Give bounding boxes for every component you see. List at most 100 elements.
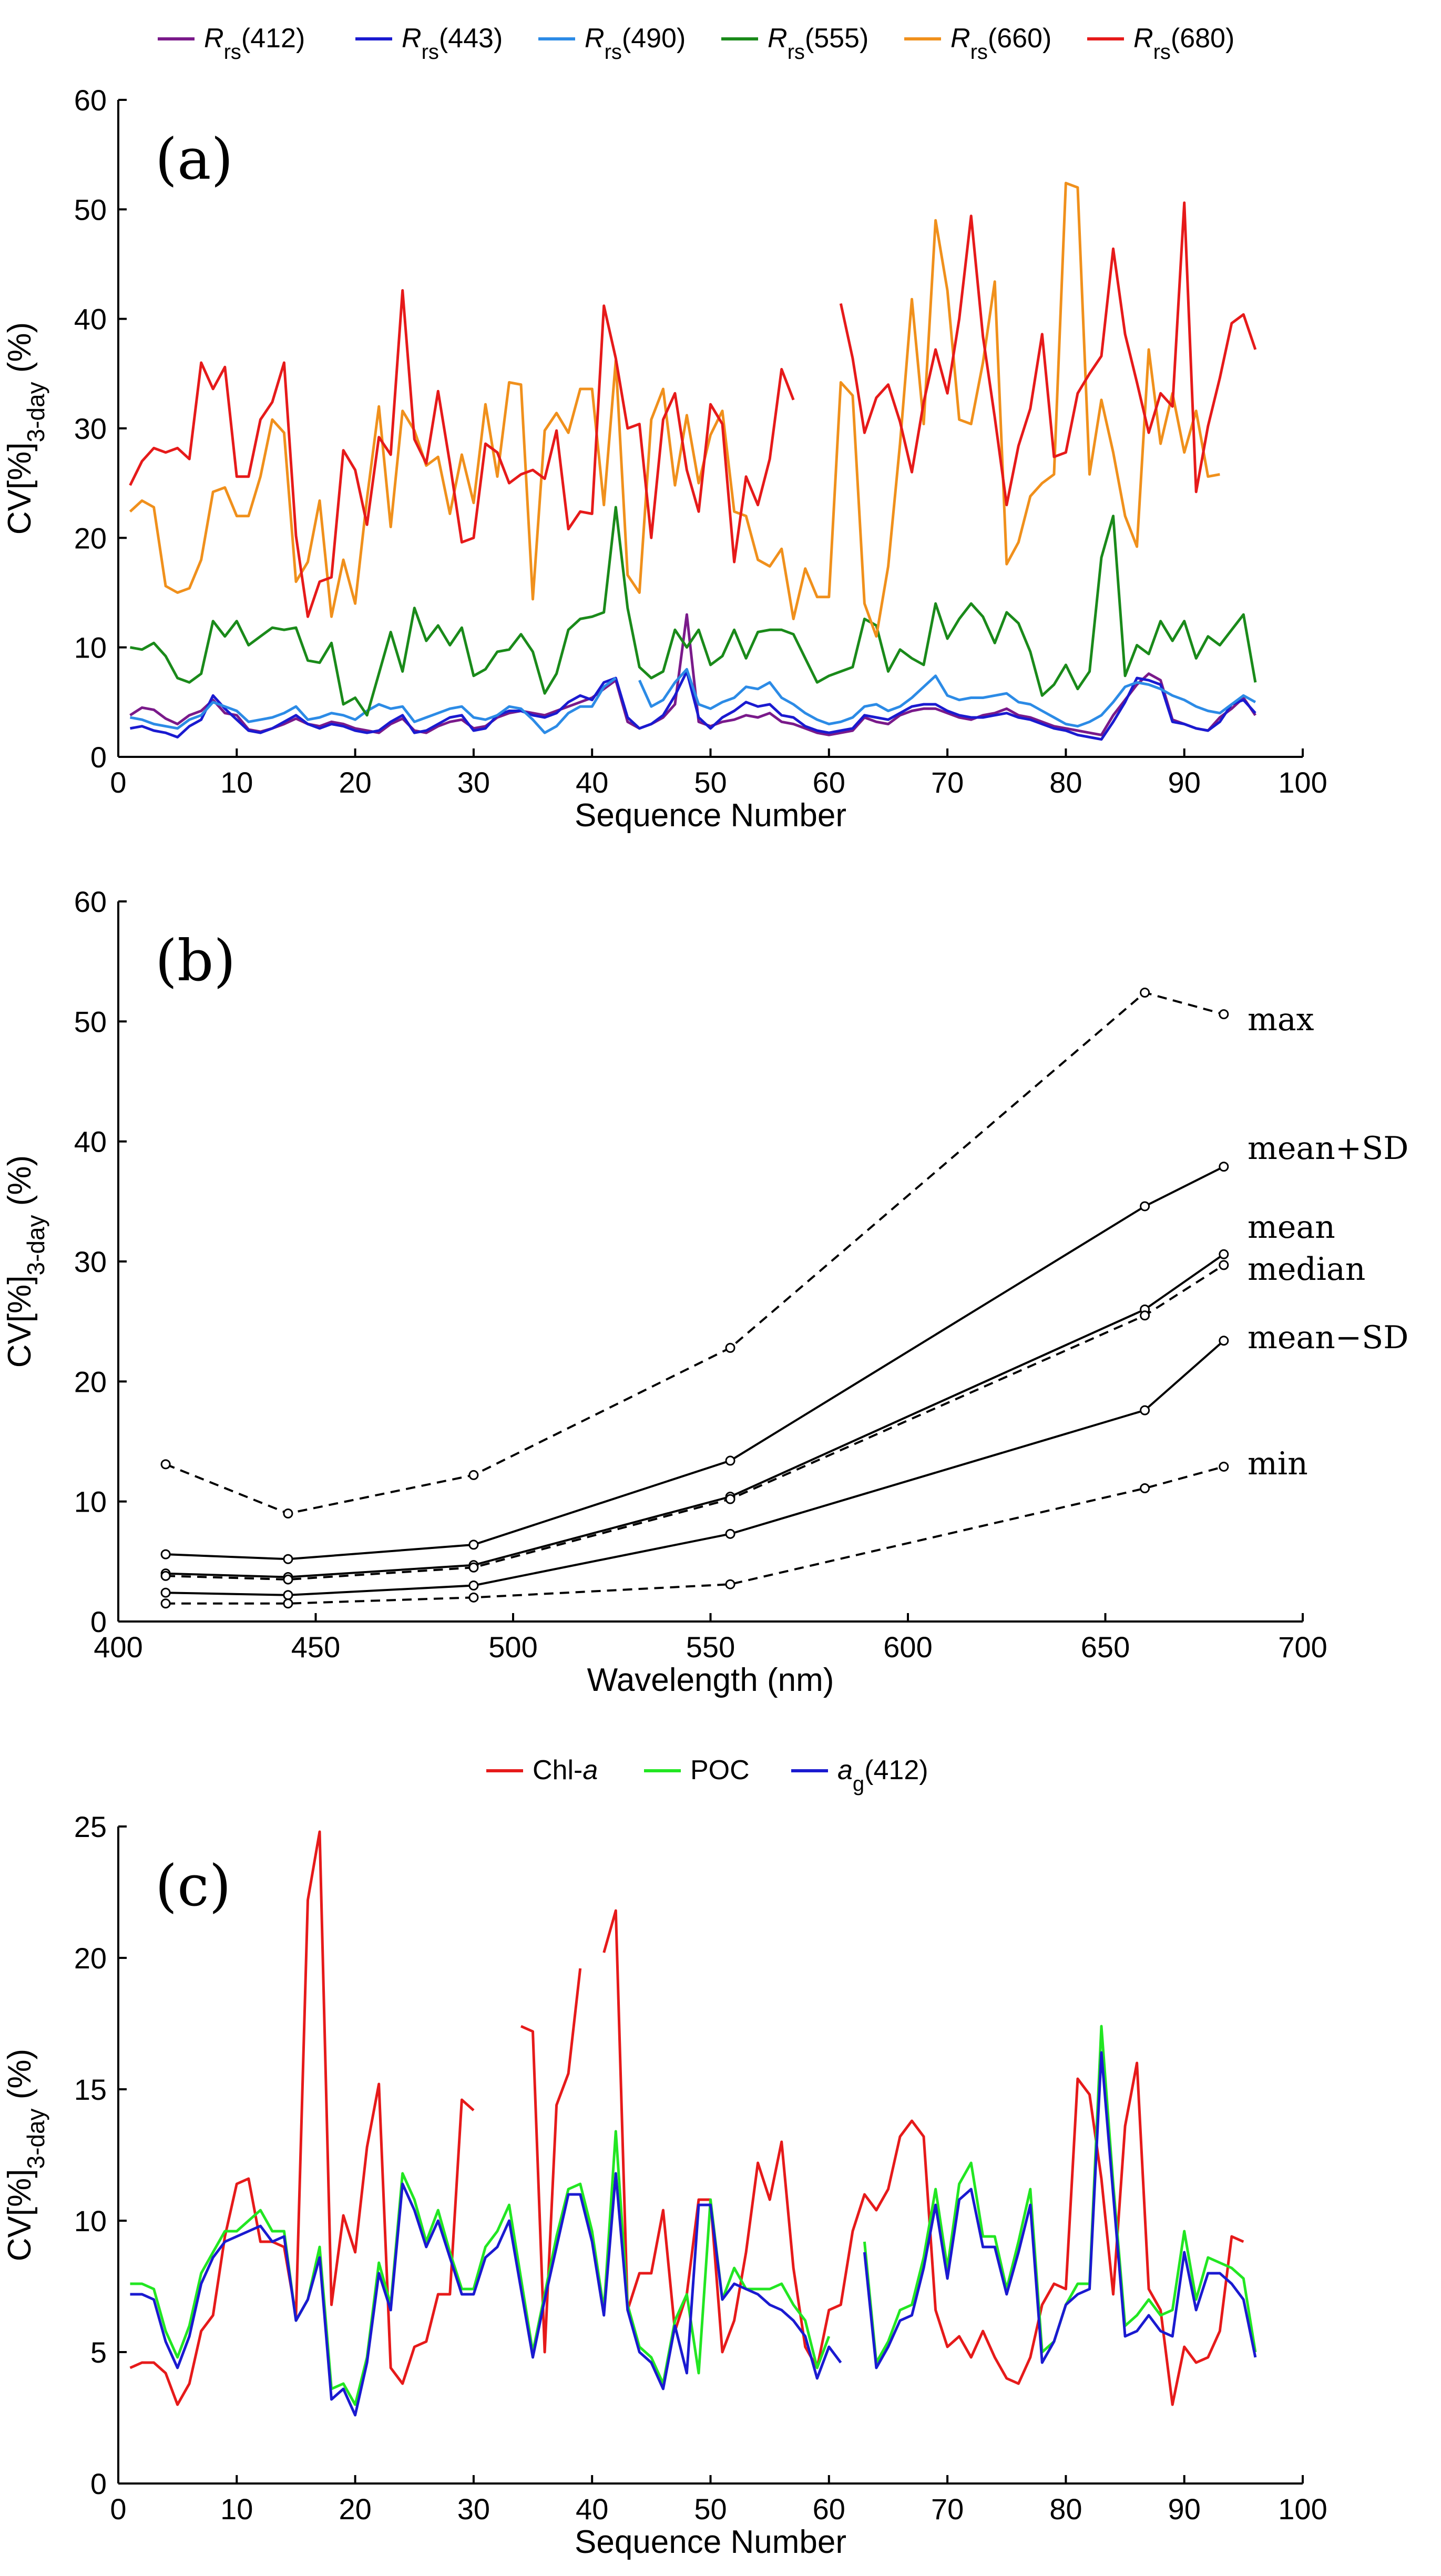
panel-b-chart: 400 450 500 550 600 650 700 0 10 20 30 40 50 60 Wavele… <box>2 885 1408 1698</box>
x-tick-label: 0 <box>110 766 126 799</box>
x-tick-label: 10 <box>220 766 253 799</box>
y-tick-label: 0 <box>90 2467 107 2500</box>
x-tick-label: 100 <box>1278 2492 1327 2526</box>
series-line-median <box>166 1264 1224 1581</box>
data-point <box>1140 1310 1150 1321</box>
x-tick-label: 90 <box>1168 2492 1201 2526</box>
x-tick-label: 60 <box>813 766 845 799</box>
series-line-ag-412- <box>130 2051 1257 2417</box>
x-axis-title: Sequence Number <box>575 2524 846 2560</box>
data-point <box>1219 1249 1229 1259</box>
y-tick-label: 60 <box>74 885 107 918</box>
data-point <box>725 1342 735 1353</box>
y-axis-title: CV[%]3-day (%) <box>2 322 49 535</box>
x-tick-label: 20 <box>339 2492 371 2526</box>
x-tick-label: 30 <box>457 2492 490 2526</box>
y-tick-label: 10 <box>74 2204 107 2238</box>
data-point <box>1219 1461 1229 1472</box>
data-point <box>283 1598 293 1609</box>
x-tick-label: 40 <box>576 2492 608 2526</box>
series-line-min <box>166 1465 1224 1605</box>
panel-a-chart: 0 10 20 30 40 50 60 70 80 90 1000102030405060Seque… <box>2 23 1327 834</box>
x-tick-label: 20 <box>339 766 371 799</box>
x-tick-label: 50 <box>694 2492 727 2526</box>
data-point <box>468 1562 479 1573</box>
data-point <box>468 1592 479 1603</box>
x-tick-label: 50 <box>694 766 727 799</box>
x-tick-label: 30 <box>457 766 490 799</box>
y-tick-label: 30 <box>74 1245 107 1278</box>
series-line-mean <box>166 1253 1224 1578</box>
data-point <box>1219 1162 1229 1172</box>
data-point <box>1219 1336 1229 1346</box>
x-tick-label: 10 <box>220 2492 253 2526</box>
data-point <box>468 1540 479 1550</box>
data-point <box>283 1554 293 1564</box>
data-point <box>1140 988 1150 998</box>
legend-label: POC <box>690 1755 750 1785</box>
legend-label: Chl-a <box>533 1755 598 1785</box>
series-line-rrs-680- <box>129 201 1257 618</box>
data-point <box>1140 1405 1150 1415</box>
y-tick-label: 20 <box>74 521 107 555</box>
series-line-rrs-412- <box>129 613 1256 736</box>
legend-label: Rrs(490) <box>585 23 686 64</box>
y-tick-label: 30 <box>74 412 107 445</box>
y-tick-label: 5 <box>90 2336 107 2369</box>
x-axis-title: Sequence Number <box>575 797 846 834</box>
y-tick-label: 20 <box>74 1942 107 1975</box>
series-line-max <box>165 991 1224 1515</box>
data-point <box>160 1571 171 1581</box>
data-point <box>283 1574 293 1585</box>
y-tick-label: 0 <box>90 741 107 774</box>
x-tick-label: 500 <box>488 1630 537 1664</box>
series-line-mean-sd <box>166 1340 1225 1596</box>
stat-label-max: max <box>1248 1001 1314 1038</box>
legend-label: Rrs(680) <box>1133 23 1234 64</box>
x-tick-label: 450 <box>291 1630 340 1664</box>
x-tick-label: 60 <box>813 2492 845 2526</box>
data-point <box>468 1581 479 1590</box>
x-tick-label: 600 <box>883 1630 932 1664</box>
data-point <box>1140 1201 1150 1212</box>
x-tick-label: 70 <box>931 766 964 799</box>
data-point <box>283 1590 293 1600</box>
data-point <box>1140 1483 1150 1494</box>
y-tick-label: 50 <box>74 1005 107 1038</box>
x-tick-label: 650 <box>1081 1630 1130 1664</box>
y-tick-label: 40 <box>74 1125 107 1158</box>
panel-label: (a) <box>155 127 233 192</box>
y-tick-label: 50 <box>74 193 107 226</box>
x-tick-label: 90 <box>1168 766 1201 799</box>
legend-label: Rrs(660) <box>951 23 1051 64</box>
x-tick-label: 550 <box>686 1630 735 1664</box>
x-tick-label: 400 <box>94 1630 142 1664</box>
stat-label-min: min <box>1248 1445 1308 1482</box>
x-tick-label: 70 <box>931 2492 964 2526</box>
x-tick-label: 0 <box>110 2492 126 2526</box>
stat-label-mean: mean <box>1248 1209 1335 1246</box>
series-line-rrs-443- <box>130 670 1256 741</box>
panel-label: (c) <box>155 1853 231 1919</box>
y-tick-label: 20 <box>74 1365 107 1398</box>
data-point <box>725 1579 735 1589</box>
y-tick-label: 10 <box>74 631 107 664</box>
series-line-rrs-555- <box>130 506 1257 717</box>
y-tick-label: 60 <box>74 84 107 117</box>
y-tick-label: 10 <box>74 1485 107 1518</box>
data-point <box>468 1470 479 1480</box>
legend-label: ag(412) <box>837 1755 928 1795</box>
data-point <box>1219 1260 1229 1270</box>
data-point <box>725 1528 735 1539</box>
y-tick-label: 40 <box>74 303 107 336</box>
stat-label-median: median <box>1248 1251 1365 1288</box>
data-point <box>160 1598 171 1609</box>
stat-label-mean-sd: mean−SD <box>1248 1319 1408 1356</box>
y-axis-title: CV[%]3-day (%) <box>2 2049 49 2261</box>
legend-label: Rrs(555) <box>768 23 868 64</box>
data-point <box>725 1455 735 1466</box>
data-point <box>1219 1009 1229 1020</box>
data-point <box>160 1587 171 1598</box>
data-point <box>160 1549 171 1559</box>
